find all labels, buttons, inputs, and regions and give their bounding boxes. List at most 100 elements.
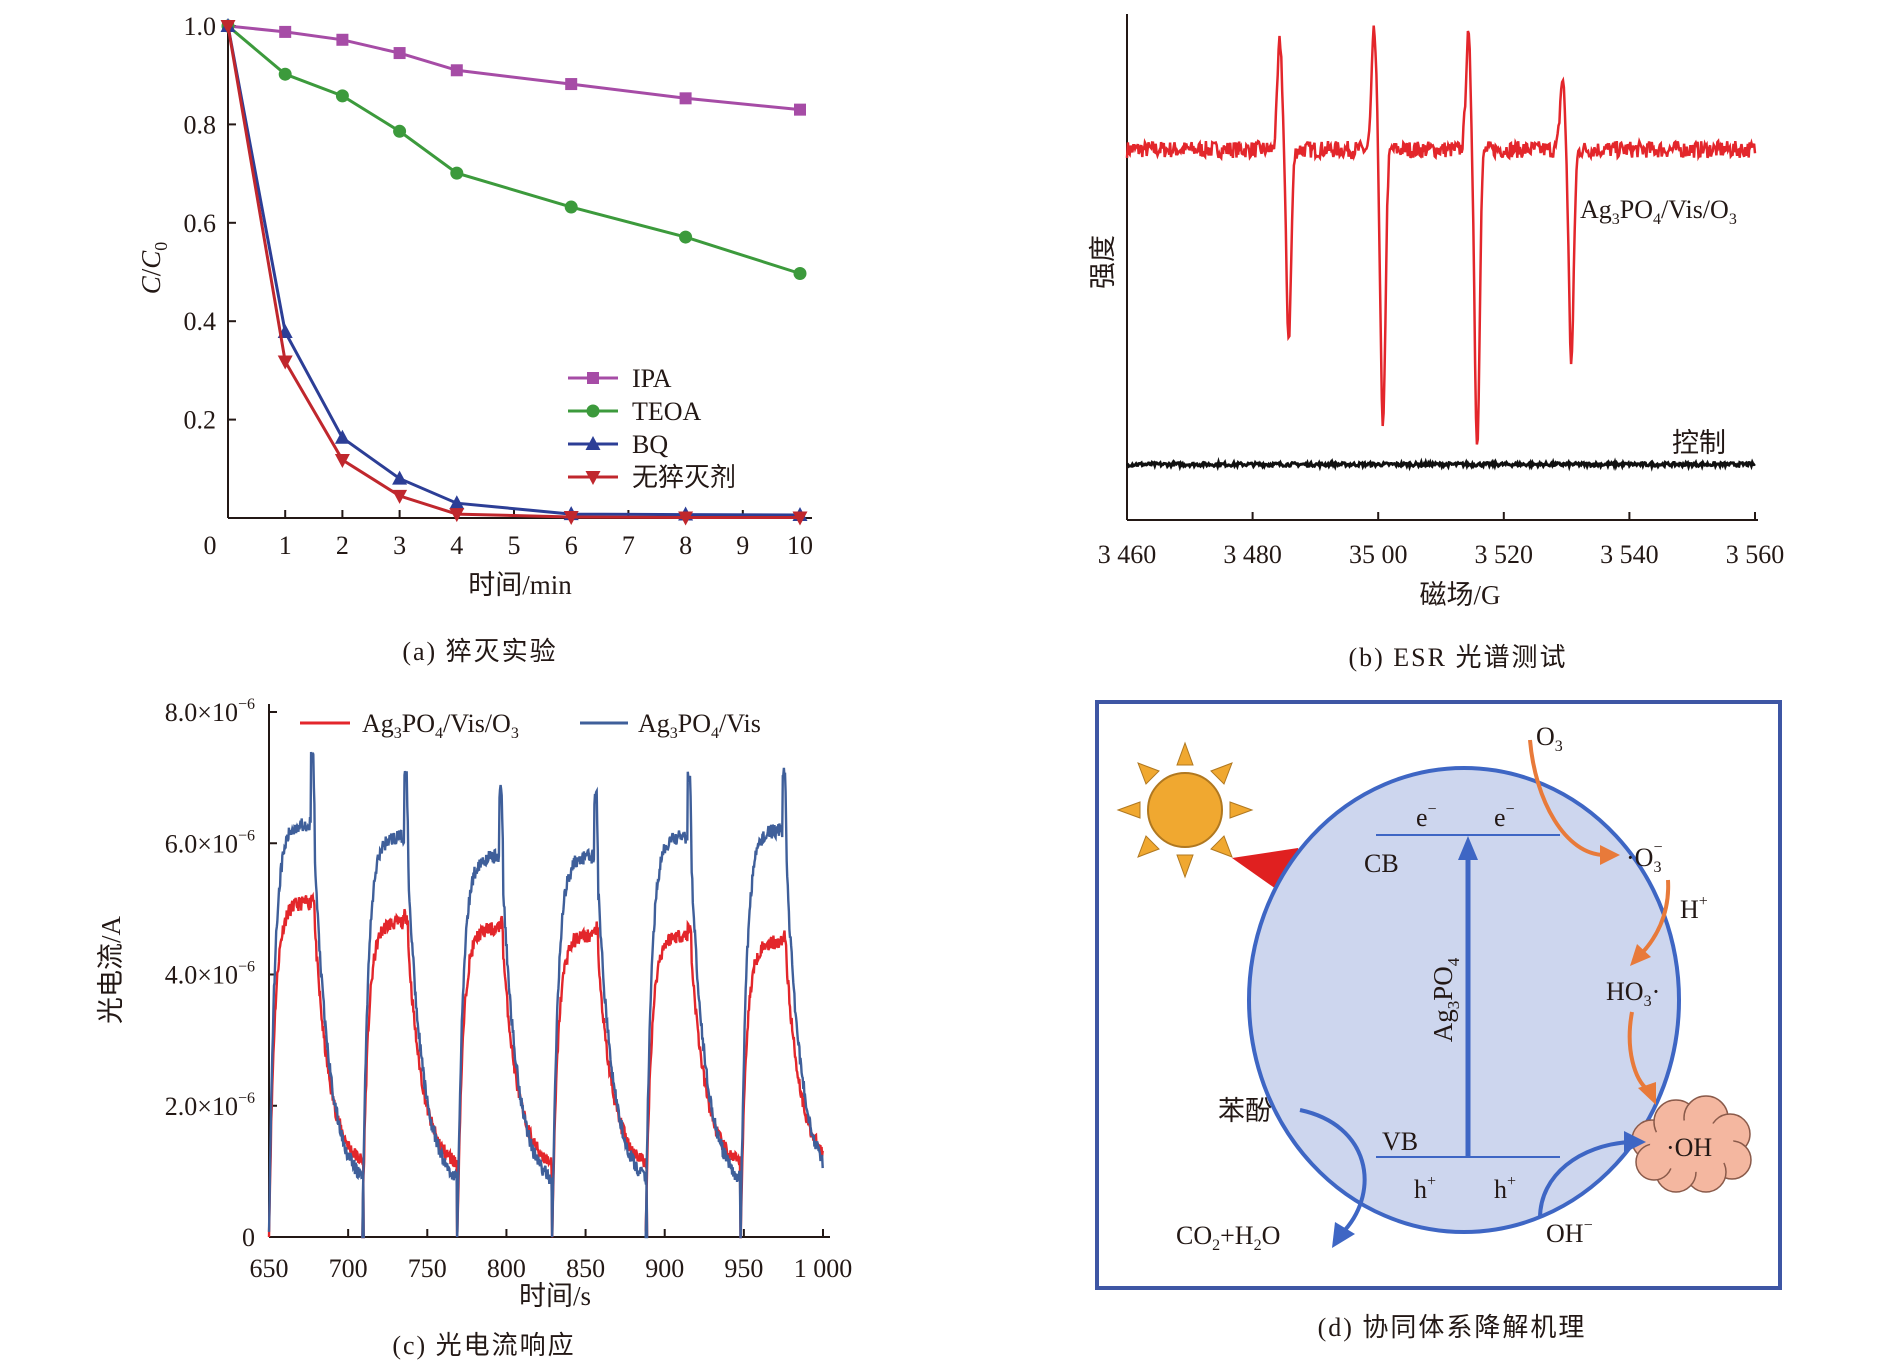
panel-a-y-tick-label: 0.8 bbox=[184, 110, 217, 139]
electron-label-1: e− bbox=[1416, 801, 1437, 832]
hydroxide-oxidation-arrow bbox=[1538, 1140, 1631, 1219]
panel-a-data-point bbox=[586, 404, 600, 418]
panel-a-data-point bbox=[565, 78, 578, 91]
ozone-to-radical-arrow-head bbox=[1600, 845, 1620, 865]
panel-a-data-point bbox=[449, 495, 465, 510]
panel-a-series-line bbox=[227, 24, 801, 275]
panel-c-x-tick-label: 1 000 bbox=[794, 1254, 853, 1283]
panel-a-data-point bbox=[585, 436, 601, 450]
panel-a-series-3 bbox=[220, 20, 808, 526]
panel-a-data-point bbox=[392, 470, 408, 485]
panel-a-data-point bbox=[334, 429, 350, 444]
panel-c-y-axis-label: 光电流/A bbox=[96, 915, 126, 1024]
panel-a-y-tick-label: 0.2 bbox=[184, 406, 217, 435]
panel-c-series-line-0 bbox=[267, 891, 824, 1239]
panel-a-data-point bbox=[334, 453, 350, 468]
panel-c-y-tick-label: 8.0×10−6 bbox=[165, 696, 255, 727]
panel-a-data-point bbox=[793, 266, 807, 280]
panel-a-data-point bbox=[278, 67, 292, 81]
panel-a-series-line bbox=[226, 25, 801, 517]
phenol-degradation-arrow bbox=[1299, 1108, 1367, 1232]
cb-label: CB bbox=[1364, 849, 1399, 878]
ho3-to-oh-arrow-head bbox=[1638, 1082, 1656, 1105]
panel-a-data-point bbox=[794, 103, 806, 116]
panel-a-data-point bbox=[585, 471, 601, 485]
panel-a-x-tick-label: 10 bbox=[787, 531, 813, 560]
panel-a-data-point bbox=[277, 355, 293, 370]
hole-label-2: h+ bbox=[1494, 1173, 1516, 1204]
panel-c-y-tick-label: 0 bbox=[242, 1223, 255, 1252]
panel-a-series-line bbox=[227, 24, 801, 112]
panel-a-data-point bbox=[392, 489, 408, 504]
panel-b-x-tick-label: 3 480 bbox=[1223, 540, 1282, 569]
panel-a-x-tick-label: 2 bbox=[336, 531, 349, 560]
panel-c-caption: (c) 光电流响应 bbox=[392, 1331, 575, 1360]
panel-a-legend-label: IPA bbox=[632, 364, 672, 393]
panel-a-data-point bbox=[335, 89, 349, 103]
panel-b-y-axis-label: 强度 bbox=[1088, 235, 1118, 289]
panel-a-x-tick-label: 7 bbox=[622, 531, 635, 560]
panel-a-data-point bbox=[564, 200, 578, 214]
panel-a-x-tick-label: 1 bbox=[279, 531, 292, 560]
panel-c-series bbox=[267, 751, 824, 1239]
vb-label: VB bbox=[1382, 1127, 1418, 1156]
ag3po4-particle bbox=[1247, 766, 1681, 1234]
panel-c-x-tick-label: 750 bbox=[408, 1254, 447, 1283]
panel-c-x-axis-label: 时间/s bbox=[519, 1281, 591, 1311]
panel-a-y-axis-label: C/C0 bbox=[136, 242, 171, 295]
panel-b-axes bbox=[1126, 14, 1758, 521]
panel-a-x-tick-label: 8 bbox=[679, 531, 692, 560]
panel-d-frame bbox=[1095, 700, 1782, 1290]
panel-a-series bbox=[220, 18, 808, 526]
panel-a-axes bbox=[227, 24, 812, 519]
panel-a-legend-label: 无猝灭剂 bbox=[632, 463, 736, 492]
sun-icon bbox=[1116, 741, 1254, 879]
panel-a-x-tick-label: 0 bbox=[204, 531, 217, 560]
panel-a-data-point bbox=[279, 25, 292, 38]
panel-a-x-tick-label: 6 bbox=[565, 531, 578, 560]
panel-b-series-label-control: 控制 bbox=[1672, 428, 1726, 458]
panel-b-series-line-1 bbox=[1126, 456, 1756, 472]
lightning-bolt-icon bbox=[1232, 848, 1356, 918]
panel-c-y-tick-label: 2.0×10−6 bbox=[165, 1090, 255, 1121]
panel-c-x-tick-label: 650 bbox=[250, 1254, 289, 1283]
hydroxide-oxidation-arrow-head bbox=[1624, 1131, 1646, 1153]
co2-h2o-label: CO2+H2O bbox=[1176, 1221, 1280, 1254]
panel-c-legend-label-ag3po4-vis-o3: Ag3PO4/Vis/O3 bbox=[362, 709, 519, 742]
radical-to-ho3-arrow bbox=[1638, 879, 1671, 957]
panel-c-y-tick-label: 6.0×10−6 bbox=[165, 827, 255, 858]
panel-a-series-0 bbox=[222, 20, 806, 116]
panel-b-x-tick-label: 35 00 bbox=[1349, 540, 1408, 569]
panel-d-caption: (d) 协同体系降解机理 bbox=[1318, 1313, 1587, 1342]
radical-to-ho3-arrow-head bbox=[1630, 944, 1651, 966]
panel-a-data-point bbox=[336, 33, 349, 46]
panel-c-photocurrent-chart: 650 700 750 800 850 900 950 1 000 0 2.0×10−6 4.0×… bbox=[96, 696, 852, 1360]
panel-a-data-point bbox=[450, 166, 464, 180]
panel-a-data-point bbox=[563, 511, 579, 526]
ozone-label: O3 bbox=[1536, 722, 1563, 755]
panel-c-x-tick-label: 950 bbox=[724, 1254, 763, 1283]
hydroxyl-radical-label: ·OH bbox=[1666, 1133, 1712, 1162]
h-plus-label: H+ bbox=[1680, 893, 1708, 924]
panel-c-x-tick-label: 900 bbox=[645, 1254, 684, 1283]
panel-a-series-2 bbox=[220, 18, 808, 522]
panel-a-x-tick-label: 3 bbox=[393, 531, 406, 560]
panel-a-caption: (a) 猝灭实验 bbox=[402, 637, 557, 666]
ag3po4-label: Ag3PO4 bbox=[1428, 957, 1463, 1042]
panel-c-y-tick-label: 4.0×10−6 bbox=[165, 959, 255, 990]
panel-a-data-point bbox=[449, 508, 465, 523]
panel-b-series-label-ag3po4-vis-o3: Ag3PO4/Vis/O3 bbox=[1580, 195, 1737, 228]
panel-c-series-line-1 bbox=[267, 751, 824, 1239]
ozone-to-radical-arrow bbox=[1528, 739, 1606, 857]
panel-b-x-tick-label: 3 520 bbox=[1475, 540, 1534, 569]
panel-b-series-line-0 bbox=[1125, 25, 1757, 445]
panel-b-x-tick-label: 3 460 bbox=[1098, 540, 1157, 569]
panel-c-x-tick-label: 700 bbox=[329, 1254, 368, 1283]
panel-a-data-point bbox=[679, 230, 693, 244]
ozonide-radical-label: ·O3− bbox=[1626, 839, 1662, 876]
panel-c-y-ticks: 0 2.0×10−6 4.0×10−6 6.0×10−6 8.0×10−6 bbox=[165, 696, 277, 1252]
panel-b-x-axis-label: 磁场/G bbox=[1420, 580, 1501, 610]
panel-a-legend: IPA TEOA BQ 无猝灭剂 bbox=[568, 364, 736, 492]
phenol-label: 苯酚 bbox=[1218, 1096, 1272, 1126]
panel-a-x-tick-label: 4 bbox=[450, 531, 463, 560]
